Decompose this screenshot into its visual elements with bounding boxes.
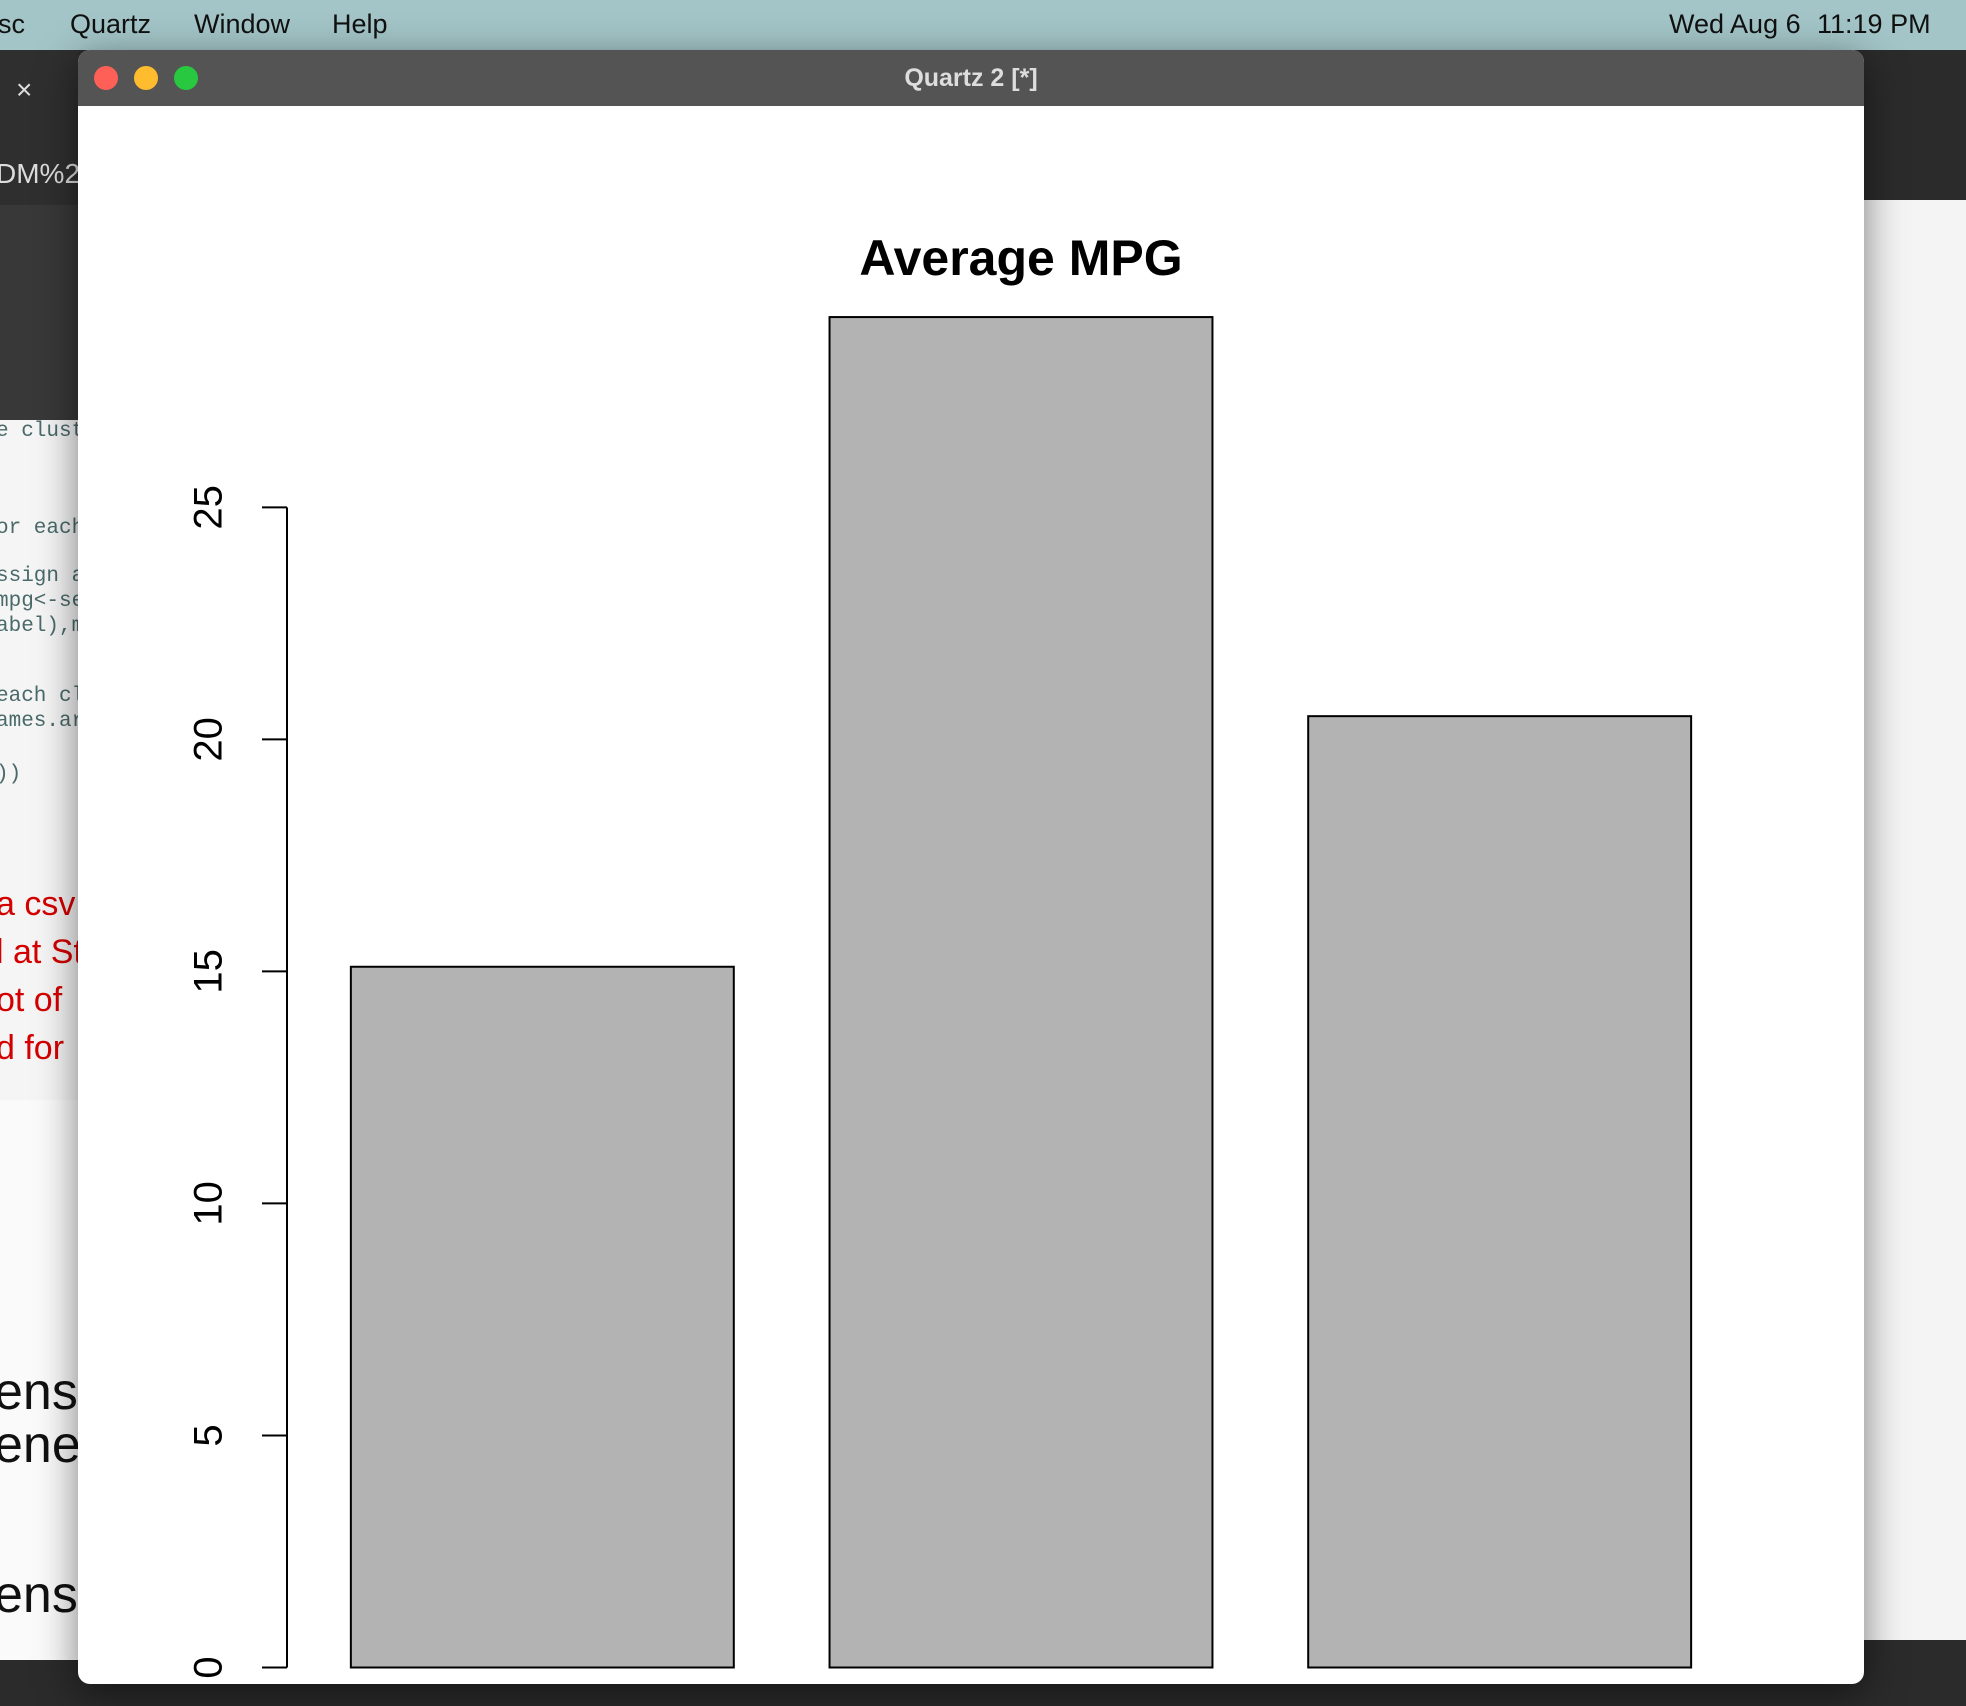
doc-fragment: ensl: [0, 1363, 78, 1421]
code-fragment: )): [0, 763, 22, 786]
bg-doc: ensl ener ensl: [0, 1100, 78, 1660]
bar: [828, 316, 1214, 1669]
note-fragment: ot of: [0, 981, 63, 1019]
app-menu[interactable]: sc: [0, 9, 25, 39]
menu-item[interactable]: Window: [194, 9, 291, 39]
y-tick-label: 15: [187, 949, 231, 994]
doc-fragment: ensl: [0, 1566, 78, 1624]
menu-item[interactable]: Quartz: [70, 9, 152, 39]
tab-fragment: DM%2: [0, 158, 81, 189]
y-tick-label: 0: [187, 1656, 231, 1678]
code-fragment: each cl: [0, 685, 78, 708]
code-fragment: mpg<-se: [0, 590, 78, 613]
code-fragment: abel),m: [0, 615, 78, 638]
note-fragment: l at St: [0, 933, 78, 971]
bg-panel: [1864, 200, 1966, 1640]
clock-date: Wed Aug 6: [1669, 9, 1801, 39]
chart-title: Average MPG: [859, 230, 1182, 286]
code-fragment: e clust: [0, 420, 78, 443]
doc-fragment: ener: [0, 1416, 78, 1474]
minimize-button[interactable]: [134, 66, 158, 90]
y-tick-label: 10: [187, 1181, 231, 1226]
note-fragment: a csv: [0, 885, 76, 923]
chart: Average MPG 0 5 10 15 20 25: [187, 230, 1693, 1679]
y-tick-label: 25: [187, 485, 231, 530]
zoom-button[interactable]: [174, 66, 198, 90]
menu-bar: sc Quartz Window Help Wed Aug 6 11:19 PM: [0, 0, 1966, 50]
y-tick-label: 5: [187, 1424, 231, 1446]
bg-panel: × DM%2: [0, 50, 81, 205]
menu-item[interactable]: Help: [332, 9, 388, 39]
close-button[interactable]: [94, 66, 118, 90]
note-fragment: d for: [0, 1029, 65, 1067]
bar: [349, 965, 735, 1669]
y-tick-label: 20: [187, 717, 231, 762]
bar: [1307, 715, 1693, 1669]
code-fragment: or each: [0, 517, 78, 540]
window-title: Quartz 2 [*]: [904, 64, 1038, 92]
code-fragment: ames.ar: [0, 710, 78, 733]
close-icon: ×: [16, 74, 33, 105]
code-fragment: ssign a: [0, 565, 78, 588]
bg-panel: [0, 205, 78, 420]
title-bar: Quartz 2 [*]: [78, 50, 1864, 106]
clock-time: 11:19 PM: [1817, 9, 1931, 39]
bg-code: e clust or each ssign a mpg<-se abel),m …: [0, 420, 78, 1100]
quartz-window: Quartz 2 [*] Average MPG 0 5 10 15 20 25: [78, 50, 1864, 1684]
